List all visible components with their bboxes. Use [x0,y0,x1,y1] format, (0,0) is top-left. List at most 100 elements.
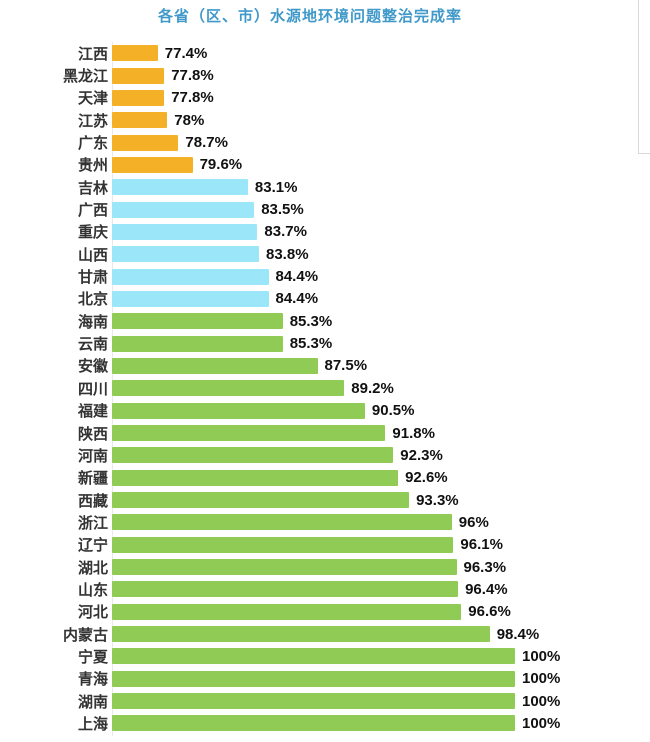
value-label: 77.8% [171,67,214,85]
bar [112,492,410,509]
bar [112,559,457,576]
bar [112,45,158,62]
value-label: 90.5% [371,402,415,420]
bar-track: 84.4% [112,268,650,285]
bar-track: 96.1% [112,536,650,553]
category-label: 北京 [77,291,108,309]
bar-track: 100% [112,670,650,688]
bar-row: 广西 83.5% [0,198,650,220]
bar-row: 云南 85.3% [0,332,650,354]
value-label: 92.6% [405,469,448,487]
bar-row: 海南 85.3% [0,310,650,332]
bar-row: 湖北 96.3% [0,556,650,578]
bar-track: 83.1% [112,178,650,196]
bar-row: 江苏 78% [0,109,650,131]
bar-row: 安徽 87.5% [0,355,650,377]
bar-track: 85.3% [112,335,650,353]
bar-track: 85.3% [112,313,650,330]
bar-track: 91.8% [112,424,650,442]
category-label: 河南 [77,447,108,465]
bar-track: 77.8% [112,89,650,106]
bar [112,156,193,173]
bar [112,514,452,531]
category-label: 湖南 [77,693,108,711]
value-label: 83.8% [266,245,309,263]
bar [112,469,399,486]
bar [112,268,269,285]
bar-row: 河北 96.6% [0,601,650,623]
bar-row: 吉林 83.1% [0,176,650,198]
bar-row: 山东 96.4% [0,578,650,600]
bar [112,223,258,240]
value-label: 84.4% [275,290,319,308]
bar-row: 江西 77.4% [0,42,650,64]
bar-row: 黑龙江 77.8% [0,64,650,86]
bar [112,447,394,464]
chart-title: 各省（区、市）水源地环境问题整治完成率 [157,8,462,25]
category-label: 青海 [77,671,108,689]
category-label: 陕西 [77,425,108,443]
bar-row: 宁夏 100% [0,645,650,667]
bar [112,425,386,442]
bar-row: 青海 100% [0,668,650,690]
bar [112,67,165,84]
value-label: 91.8% [392,424,435,442]
bar-track: 98.4% [112,625,650,643]
category-label: 西藏 [77,492,108,510]
value-label: 98.4% [496,625,540,643]
bar-row: 浙江 96% [0,511,650,533]
category-label: 宁夏 [77,648,108,666]
category-label: 山东 [77,581,108,599]
category-label: 海南 [77,313,108,331]
category-label: 上海 [77,715,108,733]
value-label: 83.5% [261,201,304,219]
category-label: 四川 [77,380,108,398]
value-label: 77.4% [164,44,208,62]
bar-track: 83.7% [112,223,650,240]
bar [112,357,318,374]
category-label: 河北 [77,604,108,622]
value-label: 100% [522,670,561,688]
value-label: 96.4% [465,580,508,598]
category-label: 山西 [77,246,108,264]
bar [112,581,459,598]
value-label: 92.3% [400,446,443,464]
value-label: 100% [522,647,561,665]
category-label: 广东 [77,135,108,153]
value-label: 85.3% [289,335,333,353]
category-label: 福建 [77,403,108,421]
category-label: 内蒙古 [62,626,108,644]
bar-track: 83.5% [112,201,650,219]
category-label: 江苏 [77,112,108,130]
bar [112,246,259,263]
category-label: 湖北 [77,559,108,577]
bar [112,112,168,129]
category-label: 云南 [77,336,108,354]
bar-row: 内蒙古 98.4% [0,623,650,645]
bar-chart: 江西 77.4% 黑龙江 77.8% 天津 77.8% 江苏 78% 广东 78.7% 贵州 79.6… [0,42,650,735]
value-label: 79.6% [199,156,243,174]
bar-track: 96% [112,514,650,531]
category-label: 甘肃 [77,269,108,287]
panel-border-artifact [638,0,650,154]
bar-track: 79.6% [112,156,650,174]
bar [112,693,515,710]
bar-track: 96.4% [112,580,650,598]
bar-row: 福建 90.5% [0,400,650,422]
bar-row: 湖南 100% [0,690,650,712]
bar-row: 四川 89.2% [0,377,650,399]
bar-track: 92.6% [112,469,650,487]
value-label: 83.1% [254,178,298,196]
bar [112,313,283,330]
bar-track: 78.7% [112,134,650,151]
category-label: 辽宁 [77,537,108,555]
category-label: 新疆 [77,470,108,488]
bar-row: 天津 77.8% [0,87,650,109]
bar-track: 89.2% [112,380,650,397]
bar [112,290,269,307]
bar-track: 96.3% [112,559,650,576]
category-label: 江西 [77,45,108,63]
bar-track: 93.3% [112,492,650,509]
bar [112,402,365,419]
